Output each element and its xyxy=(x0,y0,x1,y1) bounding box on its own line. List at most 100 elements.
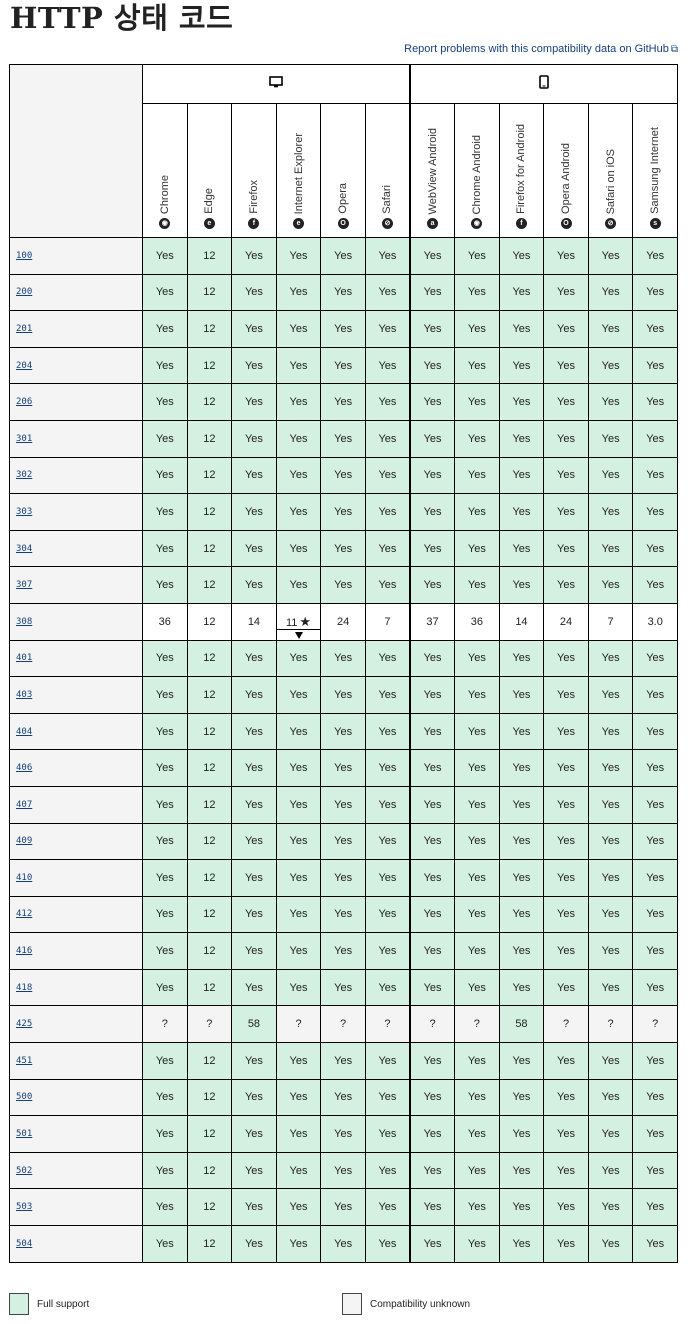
support-cell: Yes xyxy=(543,383,589,421)
support-cell: Yes xyxy=(364,785,411,824)
support-cell: Yes xyxy=(409,566,456,604)
firefox-icon: f xyxy=(515,218,527,229)
support-value: Yes xyxy=(512,652,531,665)
status-code-header: 407 xyxy=(9,785,143,824)
support-cell: Yes xyxy=(454,456,500,495)
status-code-link[interactable]: 302 xyxy=(16,470,33,481)
support-value: Yes xyxy=(467,322,486,335)
support-value: Yes xyxy=(244,981,263,994)
status-code-link[interactable]: 206 xyxy=(16,397,33,408)
status-code-link[interactable]: 304 xyxy=(16,543,33,554)
status-code-link[interactable]: 410 xyxy=(16,872,33,883)
support-value: Yes xyxy=(557,688,575,701)
support-value: Yes xyxy=(244,249,263,262)
support-cell: Yes xyxy=(409,712,456,751)
support-value: Yes xyxy=(155,1164,174,1177)
support-value: Yes xyxy=(646,396,665,409)
status-code-link[interactable]: 451 xyxy=(16,1055,33,1066)
support-value: 12 xyxy=(203,871,216,884)
support-value: Yes xyxy=(378,1164,397,1177)
support-value: Yes xyxy=(467,1201,486,1214)
support-cell: 12 xyxy=(186,1151,233,1190)
status-code-link[interactable]: 416 xyxy=(16,946,33,957)
status-code-link[interactable]: 308 xyxy=(16,616,33,627)
support-value: Yes xyxy=(244,762,263,775)
support-cell: Yes xyxy=(454,1042,500,1080)
support-cell: Yes xyxy=(364,968,411,1007)
table-row: 404 Yes 12 Yes Yes Yes Yes Yes Yes Yes Yes Yes Yes xyxy=(9,712,679,751)
support-cell: 12 xyxy=(186,1115,233,1153)
status-code-link[interactable]: 412 xyxy=(16,909,33,920)
report-problems-link[interactable]: Report problems with this compatibility … xyxy=(404,43,678,55)
support-cell: Yes xyxy=(454,895,500,934)
support-cell: Yes xyxy=(409,419,456,458)
support-value: Yes xyxy=(334,542,353,555)
support-value: Yes xyxy=(289,762,308,775)
support-cell: Yes xyxy=(364,1225,411,1263)
support-value: Yes xyxy=(512,908,531,921)
support-value: 14 xyxy=(247,615,261,628)
browser-name: Safari xyxy=(381,185,394,214)
support-cell[interactable]: 11 ★ xyxy=(275,602,322,641)
support-value: Yes xyxy=(646,432,665,445)
support-value: Yes xyxy=(512,579,531,592)
support-cell: Yes xyxy=(320,859,366,897)
support-value: Yes xyxy=(289,688,308,701)
support-cell: Yes xyxy=(142,1151,188,1190)
support-cell: Yes xyxy=(498,456,545,495)
status-code-link[interactable]: 418 xyxy=(16,982,33,993)
status-code-link[interactable]: 404 xyxy=(16,726,33,737)
support-value: Yes xyxy=(512,835,531,848)
support-cell: 12 xyxy=(186,1042,233,1080)
status-code-link[interactable]: 401 xyxy=(16,653,33,664)
status-code-link[interactable]: 201 xyxy=(16,323,33,334)
status-code-link[interactable]: 500 xyxy=(16,1092,33,1103)
status-code-link[interactable]: 303 xyxy=(16,506,33,517)
support-value: Yes xyxy=(423,798,442,811)
support-cell: Yes xyxy=(632,1078,679,1117)
support-value: Yes xyxy=(289,1054,308,1067)
support-value: 12 xyxy=(203,359,216,372)
status-code-link[interactable]: 307 xyxy=(16,580,33,591)
expand-triangle-icon[interactable] xyxy=(294,631,303,639)
support-cell: 12 xyxy=(186,310,233,348)
support-value: Yes xyxy=(155,542,174,555)
status-code-link[interactable]: 501 xyxy=(16,1129,33,1140)
status-code-link[interactable]: 301 xyxy=(16,433,33,444)
status-code-link[interactable]: 407 xyxy=(16,799,33,810)
status-code-link[interactable]: 409 xyxy=(16,836,33,847)
support-value: Yes xyxy=(557,322,575,335)
status-code-link[interactable]: 503 xyxy=(16,1202,33,1213)
support-cell: Yes xyxy=(587,785,634,824)
support-cell: 12 xyxy=(186,1078,233,1117)
status-code-link[interactable]: 100 xyxy=(16,250,33,261)
status-code-link[interactable]: 200 xyxy=(16,287,33,298)
support-cell: Yes xyxy=(409,273,456,312)
support-value: Yes xyxy=(646,249,665,262)
support-cell: Yes xyxy=(364,456,411,495)
status-code-link[interactable]: 406 xyxy=(16,763,33,774)
support-cell: Yes xyxy=(409,1225,456,1263)
support-value: Yes xyxy=(557,432,575,445)
status-code-link[interactable]: 204 xyxy=(16,360,33,371)
status-code-header: 404 xyxy=(9,712,143,751)
support-value: Yes xyxy=(557,1237,575,1250)
support-value: Yes xyxy=(646,762,665,775)
table-row: 206 Yes 12 Yes Yes Yes Yes Yes Yes Yes Yes Yes Yes xyxy=(9,383,679,421)
support-cell: Yes xyxy=(454,1078,500,1117)
support-value: Yes xyxy=(557,1054,575,1067)
table-corner xyxy=(9,64,143,238)
status-code-header: 403 xyxy=(9,676,143,714)
support-cell: Yes xyxy=(320,932,366,970)
support-value: Yes xyxy=(334,1128,353,1141)
support-cell: Yes xyxy=(275,273,322,312)
status-code-link[interactable]: 504 xyxy=(16,1238,33,1249)
compat-table: Chrome ◉ Edge e Firefox f Internet Explorer e Op… xyxy=(9,64,679,1263)
status-code-link[interactable]: 425 xyxy=(16,1019,33,1030)
status-code-link[interactable]: 502 xyxy=(16,1165,33,1176)
support-cell: Yes xyxy=(275,895,322,934)
support-value: Yes xyxy=(646,798,665,811)
support-cell: Yes xyxy=(409,529,456,568)
support-cell: 12 xyxy=(186,237,233,275)
status-code-link[interactable]: 403 xyxy=(16,689,33,700)
